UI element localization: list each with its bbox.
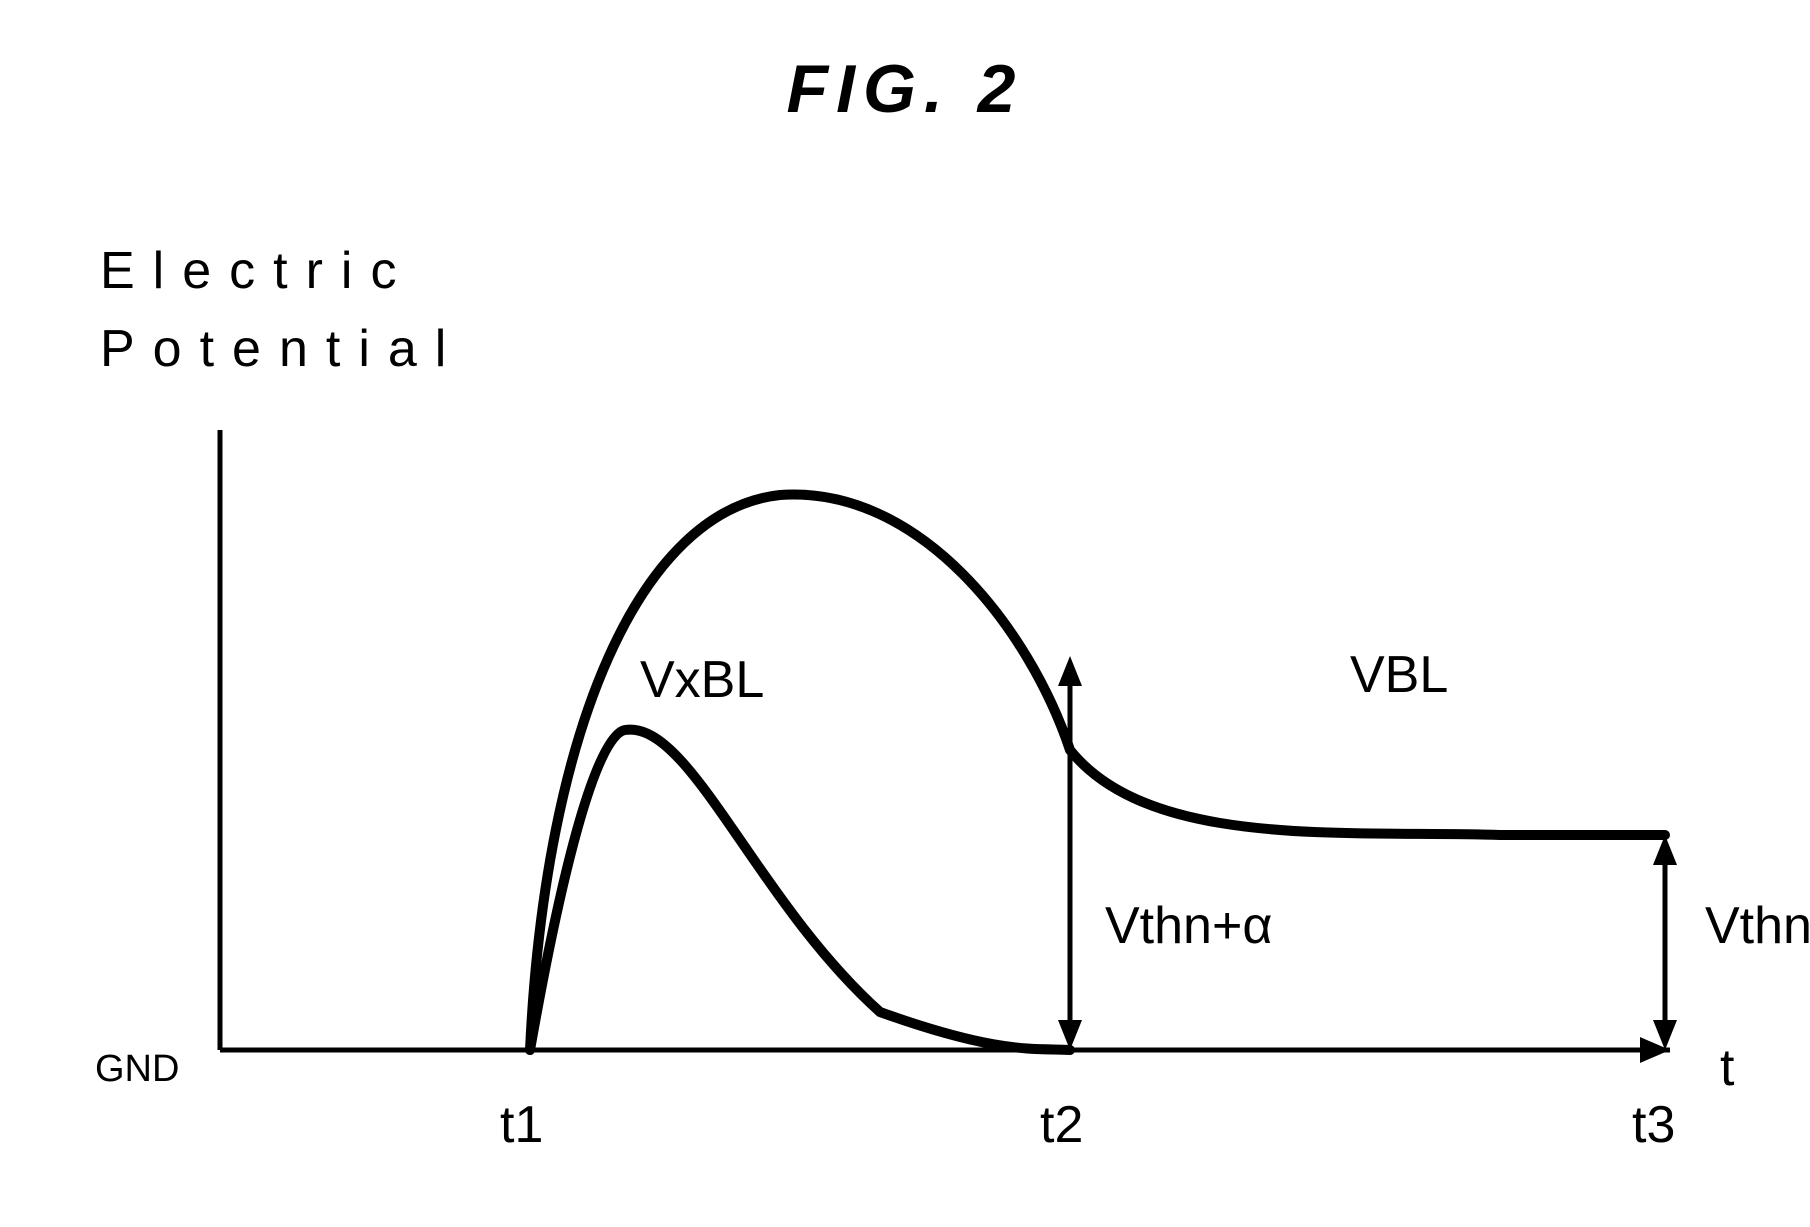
origin-label: GND: [95, 1048, 179, 1091]
x-tick-t2: t2: [1040, 1095, 1083, 1155]
y-axis-label-line1: Electric: [100, 232, 464, 310]
curve-vxbl: [530, 730, 1070, 1050]
figure-container: FIG. 2 Electric Potential GND: [0, 0, 1810, 1227]
x-tick-t1: t1: [500, 1095, 543, 1155]
curve-label-vbl: VBL: [1350, 645, 1448, 705]
curve-vbl: [530, 495, 1665, 1050]
x-axis-label: t: [1720, 1038, 1734, 1098]
chart-svg: [200, 430, 1700, 1080]
dimension-label-vthn: Vthn: [1705, 896, 1810, 956]
curve-label-vxbl: VxBL: [640, 650, 764, 710]
arrow-up-icon: [1058, 656, 1082, 686]
dimension-label-vthn-alpha: Vthn+α: [1105, 896, 1272, 956]
x-tick-t3: t3: [1632, 1095, 1675, 1155]
y-axis-label-line2: Potential: [100, 310, 464, 388]
chart-area: [200, 430, 1700, 1080]
y-axis-label: Electric Potential: [100, 232, 464, 388]
figure-title: FIG. 2: [787, 50, 1024, 128]
